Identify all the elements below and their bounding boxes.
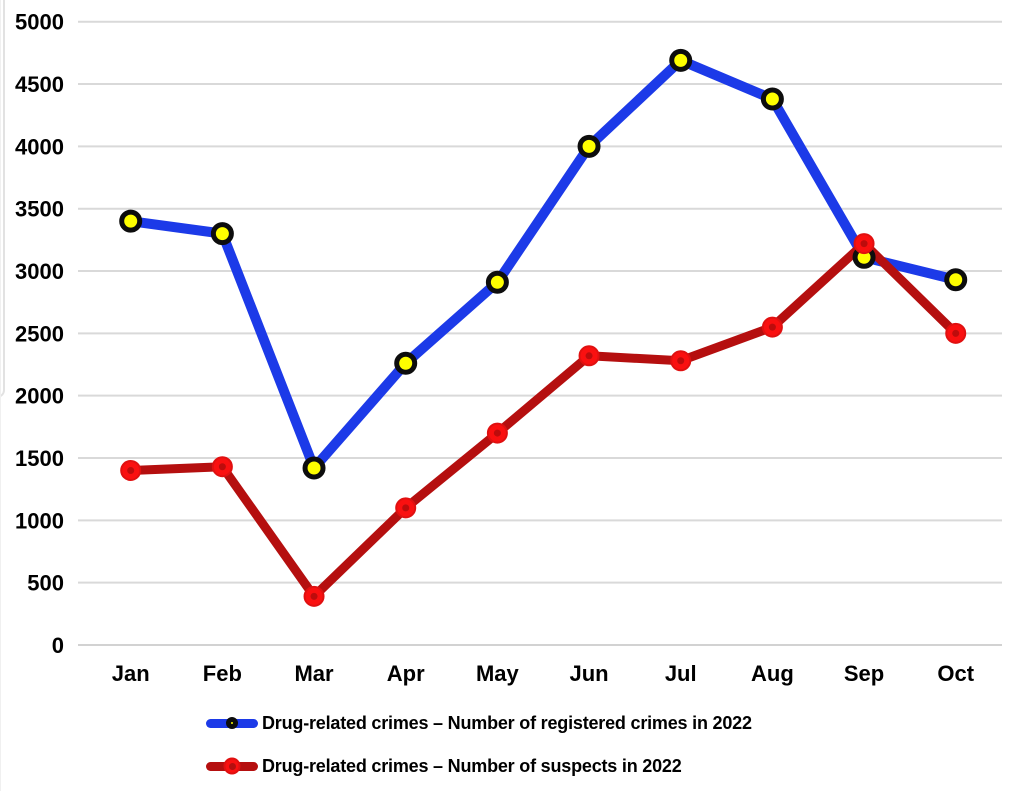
data-point-marker-core — [310, 592, 318, 600]
data-point-marker — [394, 351, 418, 375]
legend-item-registered-crimes: Drug-related crimes – Number of register… — [206, 710, 752, 736]
y-axis-tick-label: 2000 — [15, 384, 64, 409]
y-axis-tick-label: 1000 — [15, 508, 64, 533]
data-point-marker-core — [218, 463, 226, 471]
data-point-marker — [669, 48, 693, 72]
data-point-marker — [119, 209, 143, 233]
x-axis-month-label: Jun — [569, 661, 608, 686]
legend-item-suspects: Drug-related crimes – Number of suspects… — [206, 753, 682, 779]
legend-marker-yellow-icon — [226, 717, 238, 729]
legend-label-suspects: Drug-related crimes – Number of suspects… — [262, 755, 682, 776]
data-point-marker-core — [585, 352, 593, 360]
legend-marker-red-core-icon — [228, 762, 236, 770]
x-axis-month-label: Mar — [294, 661, 334, 686]
y-axis-tick-label: 2500 — [15, 321, 64, 346]
series-line — [126, 239, 961, 601]
data-point-marker-core — [768, 323, 776, 331]
x-axis-month-label: Jan — [112, 661, 150, 686]
data-point-marker-core — [127, 466, 135, 474]
y-axis-tick-label: 4500 — [15, 72, 64, 97]
legend-marker-red-icon — [223, 757, 241, 775]
data-point-marker — [302, 456, 326, 480]
data-point-marker-core — [860, 240, 868, 248]
window-edge-line — [0, 0, 1, 791]
data-point-marker — [944, 268, 968, 292]
data-point-marker — [210, 222, 234, 246]
x-axis-month-label: Aug — [751, 661, 794, 686]
data-point-marker — [760, 87, 784, 111]
y-axis-tick-label: 3500 — [15, 197, 64, 222]
x-axis-month-label: Jul — [665, 661, 697, 686]
x-axis-month-label: Oct — [937, 661, 974, 686]
data-point-marker — [577, 134, 601, 158]
y-axis-tick-label: 500 — [27, 571, 64, 596]
series-line — [125, 55, 961, 473]
data-point-marker-core — [677, 357, 685, 365]
data-point-marker-core — [402, 504, 410, 512]
data-point-marker-core — [952, 329, 960, 337]
y-axis-tick-label: 5000 — [15, 10, 64, 35]
line-chart: 0 500 1000 1500 2000 2500 3000 3500 4000 4500 5000… — [15, 10, 1002, 686]
legend-line-red-icon — [206, 757, 258, 775]
data-point-marker — [485, 270, 509, 294]
x-axis-month-label: Apr — [387, 661, 425, 686]
y-axis-tick-label: 3000 — [15, 259, 64, 284]
legend-line-blue-icon — [206, 717, 258, 729]
y-axis-tick-label: 4000 — [15, 134, 64, 159]
x-axis-month-label: May — [476, 661, 520, 686]
legend-label-registered-crimes: Drug-related crimes – Number of register… — [262, 712, 752, 733]
y-axis-tick-label: 0 — [52, 633, 64, 658]
x-axis-month-label: Sep — [844, 661, 884, 686]
x-axis-month-label: Feb — [203, 661, 242, 686]
y-axis-tick-label: 1500 — [15, 446, 64, 471]
data-point-marker-core — [493, 429, 501, 437]
